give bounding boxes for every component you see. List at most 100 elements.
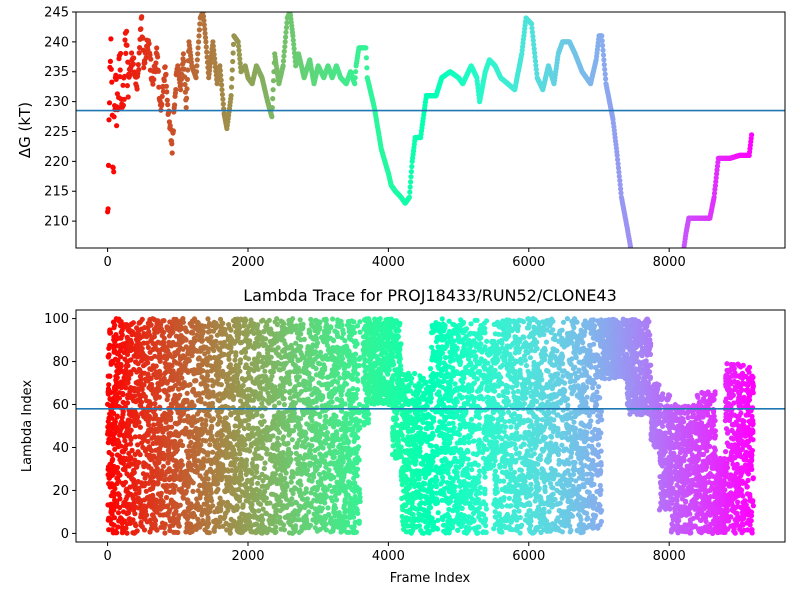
- lambda-point: [171, 489, 177, 495]
- lambda-point: [287, 369, 293, 375]
- lambda-point: [347, 372, 353, 378]
- lambda-point: [264, 426, 270, 432]
- free-energy-point: [169, 150, 175, 156]
- lambda-point: [333, 413, 339, 419]
- lambda-point: [177, 392, 183, 398]
- free-energy-point: [129, 50, 135, 56]
- free-energy-point: [105, 162, 112, 168]
- free-energy-point: [170, 128, 176, 134]
- free-energy-point: [113, 76, 119, 82]
- lambda-point: [305, 502, 311, 508]
- lambda-point: [119, 524, 125, 531]
- lambda-point: [289, 469, 295, 475]
- lambda-point: [184, 397, 190, 403]
- lambda-point: [134, 325, 140, 331]
- lambda-point: [319, 393, 325, 399]
- free-energy-point: [269, 105, 275, 111]
- free-energy-point: [156, 84, 162, 90]
- free-energy-y-tick-label: 245: [44, 6, 69, 21]
- lambda-point: [280, 476, 286, 482]
- lambda-point: [238, 339, 245, 346]
- free-energy-point: [228, 93, 234, 99]
- lambda-point: [345, 420, 351, 426]
- free-energy-point: [283, 34, 289, 40]
- lambda-point: [288, 479, 294, 485]
- free-energy-y-tick-label: 215: [44, 185, 69, 200]
- free-energy-point: [136, 50, 142, 56]
- free-energy-point: [122, 37, 128, 43]
- lambda-point: [306, 422, 312, 428]
- free-energy-point: [200, 13, 207, 19]
- lambda-point: [259, 337, 265, 343]
- free-energy-point: [601, 57, 607, 63]
- free-energy-point: [280, 63, 286, 69]
- lambda-point: [330, 338, 337, 344]
- lambda-point: [269, 360, 275, 366]
- lambda-point: [309, 427, 315, 434]
- lambda-point: [215, 392, 221, 398]
- lambda-point: [323, 324, 329, 330]
- lambda-point: [155, 491, 162, 497]
- lambda-point: [330, 316, 336, 322]
- lambda-point: [333, 429, 339, 435]
- free-energy-point: [196, 39, 202, 45]
- free-energy-point: [197, 21, 203, 27]
- free-energy-point: [230, 58, 236, 65]
- free-energy-point: [203, 39, 209, 45]
- lambda-point: [109, 521, 115, 527]
- free-energy-point: [146, 41, 152, 47]
- lambda-point: [249, 501, 255, 507]
- lambda-point: [305, 344, 311, 350]
- lambda-point: [195, 320, 201, 326]
- free-energy-point: [121, 96, 127, 102]
- lambda-point: [162, 530, 168, 536]
- lambda-point: [296, 437, 302, 443]
- lambda-point: [184, 390, 190, 396]
- lambda-point: [129, 395, 135, 401]
- free-energy-point: [124, 28, 130, 34]
- lambda-point: [142, 325, 148, 331]
- free-energy-point: [711, 190, 718, 196]
- lambda-point: [292, 523, 299, 529]
- free-energy-point: [290, 33, 296, 39]
- lambda-point: [207, 442, 213, 448]
- free-energy-point: [228, 84, 235, 90]
- free-energy-point: [230, 50, 236, 56]
- lambda-point: [275, 518, 282, 524]
- lambda-point: [312, 465, 318, 471]
- free-energy-point: [229, 76, 235, 82]
- lambda-point: [313, 366, 319, 372]
- free-energy-point: [172, 102, 178, 108]
- lambda-point: [135, 449, 141, 455]
- lambda-point: [333, 434, 340, 440]
- lambda-point: [117, 472, 123, 478]
- lambda-point: [332, 328, 338, 334]
- free-energy-point: [120, 102, 126, 108]
- free-energy-point: [195, 51, 201, 57]
- lambda-point: [264, 451, 270, 457]
- lambda-point: [281, 527, 287, 533]
- lambda-point: [227, 389, 233, 395]
- free-energy-point: [110, 165, 116, 171]
- free-energy-point: [599, 38, 605, 44]
- lambda-point: [331, 504, 337, 510]
- lambda-point: [213, 320, 219, 326]
- free-energy-point: [141, 65, 147, 71]
- lambda-point: [319, 458, 325, 464]
- free-energy-point: [163, 83, 169, 89]
- lambda-point: [299, 496, 305, 502]
- free-energy-point: [749, 132, 755, 138]
- free-energy-point: [107, 58, 113, 64]
- free-energy-point: [124, 42, 130, 48]
- lambda-point: [254, 411, 260, 417]
- free-energy-point: [184, 95, 190, 101]
- lambda-point: [190, 480, 196, 486]
- lambda-point: [261, 488, 268, 494]
- free-energy-point: [534, 71, 540, 77]
- lambda-point: [164, 397, 170, 403]
- free-energy-x-tick-label: 2000: [231, 255, 264, 270]
- free-energy-point: [714, 167, 720, 173]
- lambda-point: [139, 410, 145, 417]
- lambda-point: [255, 337, 261, 343]
